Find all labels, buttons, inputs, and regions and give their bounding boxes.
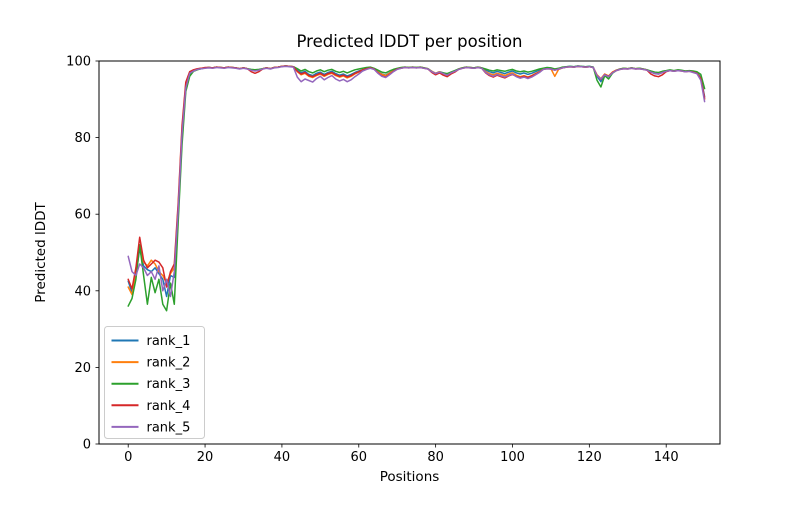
x-tick-label: 20: [197, 450, 214, 465]
legend-box: [104, 326, 205, 439]
series-line-rank_3: [127, 65, 706, 312]
legend-label-rank_5: rank_5: [147, 420, 191, 435]
y-axis-label: Predicted lDDT: [33, 202, 49, 303]
plot-lines: [127, 65, 706, 312]
y-tick-label: 20: [74, 361, 91, 376]
x-tick-label: 0: [124, 450, 132, 465]
y-tick-label: 40: [74, 284, 91, 299]
series-line-rank_1: [127, 65, 706, 298]
series-line-rank_4: [127, 65, 706, 290]
x-tick-label: 40: [274, 450, 291, 465]
y-tick-label: 100: [66, 55, 91, 70]
legend-label-rank_3: rank_3: [147, 377, 191, 392]
legend-label-rank_4: rank_4: [147, 399, 191, 414]
legend: rank_1 rank_2 rank_3 rank_4 rank_5: [104, 326, 205, 439]
x-axis-ticks: 0 20 40 60 80 100 120 140: [124, 444, 679, 465]
chart-title: Predicted lDDT per position: [296, 32, 522, 51]
x-tick-label: 80: [427, 450, 444, 465]
plot-border: [98, 60, 721, 445]
x-tick-label: 140: [654, 450, 679, 465]
x-axis-label: Positions: [380, 469, 440, 485]
x-tick-label: 120: [577, 450, 602, 465]
y-tick-label: 80: [74, 131, 91, 146]
legend-label-rank_1: rank_1: [147, 334, 191, 349]
series-line-rank_2: [127, 65, 706, 296]
y-tick-label: 60: [74, 208, 91, 223]
x-tick-label: 100: [500, 450, 525, 465]
series-line-rank_5: [127, 65, 706, 298]
x-tick-label: 60: [351, 450, 368, 465]
y-tick-label: 0: [83, 438, 91, 453]
legend-label-rank_2: rank_2: [147, 356, 191, 371]
y-axis-ticks: 0 20 40 60 80 100: [66, 55, 99, 453]
